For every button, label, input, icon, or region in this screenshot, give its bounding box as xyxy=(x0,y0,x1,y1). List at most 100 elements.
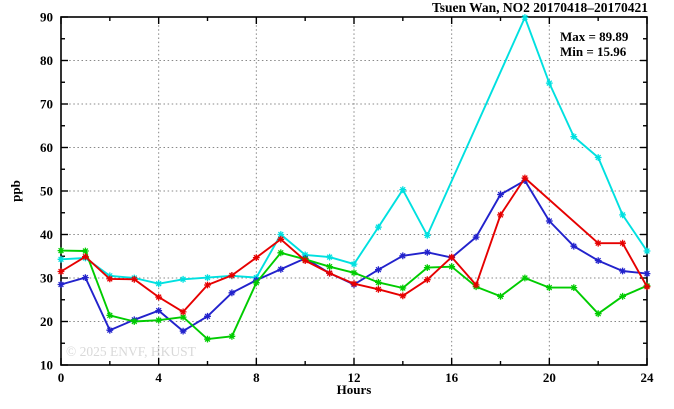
y-tick-label: 80 xyxy=(40,53,53,68)
data-point-marker xyxy=(106,275,114,283)
x-tick-label: 20 xyxy=(543,370,556,385)
x-tick-label: 24 xyxy=(641,370,655,385)
data-point-marker xyxy=(82,247,89,255)
data-point-marker xyxy=(497,191,504,198)
data-point-marker xyxy=(521,14,529,21)
data-point-marker xyxy=(326,253,334,261)
data-point-marker xyxy=(252,279,260,287)
data-point-marker xyxy=(155,307,163,315)
x-tick-label: 8 xyxy=(253,370,260,385)
data-point-marker xyxy=(497,292,504,300)
data-point-marker xyxy=(619,239,626,247)
max-annotation: Max = 89.89 xyxy=(560,29,629,44)
gridlines xyxy=(61,17,647,365)
data-point-marker xyxy=(643,270,651,278)
data-point-marker xyxy=(594,310,602,318)
data-point-marker xyxy=(228,332,236,340)
y-tick-label: 90 xyxy=(40,10,53,25)
data-point-marker xyxy=(350,260,358,268)
data-point-marker xyxy=(545,79,553,87)
data-point-marker xyxy=(228,271,236,279)
data-point-marker xyxy=(399,252,407,260)
data-point-marker xyxy=(277,265,285,273)
data-point-marker xyxy=(472,233,480,241)
data-point-marker xyxy=(619,211,626,219)
data-point-marker xyxy=(545,217,553,225)
data-point-marker xyxy=(570,133,578,141)
data-point-marker xyxy=(497,211,504,219)
y-tick-label: 10 xyxy=(40,358,53,373)
data-point-marker xyxy=(82,274,89,282)
x-tick-label: 0 xyxy=(58,370,65,385)
data-point-marker xyxy=(521,174,529,182)
data-point-marker xyxy=(399,292,407,300)
y-tick-label: 30 xyxy=(40,271,53,286)
series-cyan-line xyxy=(60,16,648,285)
data-point-marker xyxy=(643,247,651,255)
data-point-marker xyxy=(374,266,382,274)
data-point-marker xyxy=(643,283,651,291)
x-tick-label: 16 xyxy=(445,370,459,385)
data-point-marker xyxy=(106,311,114,319)
data-point-marker xyxy=(57,247,65,255)
y-axis-title: ppb xyxy=(8,180,23,202)
data-point-marker xyxy=(179,308,187,316)
data-point-marker xyxy=(301,257,309,265)
data-point-marker xyxy=(594,239,602,247)
series-red xyxy=(57,174,651,316)
data-point-marker xyxy=(326,269,334,277)
y-tick-label: 70 xyxy=(40,97,53,112)
data-point-marker xyxy=(423,248,431,256)
data-point-marker xyxy=(594,154,602,161)
data-point-marker xyxy=(570,242,578,250)
data-point-marker xyxy=(350,280,358,288)
data-point-marker xyxy=(155,316,163,324)
data-point-marker xyxy=(130,318,138,325)
data-point-marker xyxy=(521,274,529,282)
data-point-marker xyxy=(57,281,65,288)
data-point-marker xyxy=(57,268,65,275)
data-point-marker xyxy=(472,281,480,289)
min-annotation: Min = 15.96 xyxy=(560,44,627,59)
data-point-marker xyxy=(179,275,187,283)
data-point-marker xyxy=(204,274,211,282)
data-point-marker xyxy=(619,267,626,275)
data-point-marker xyxy=(277,231,285,238)
y-tick-label: 20 xyxy=(40,314,53,329)
data-point-marker xyxy=(82,253,89,261)
data-point-marker xyxy=(423,264,431,272)
data-point-marker xyxy=(545,284,553,292)
data-point-marker xyxy=(350,269,358,277)
data-point-marker xyxy=(423,231,431,239)
data-point-marker xyxy=(155,280,163,288)
data-point-marker xyxy=(448,253,456,261)
data-point-marker xyxy=(374,223,382,231)
y-tick-label: 40 xyxy=(40,227,53,242)
data-point-marker xyxy=(179,313,187,321)
data-point-marker xyxy=(374,278,382,286)
y-tick-label: 50 xyxy=(40,184,53,199)
data-point-marker xyxy=(130,275,138,283)
data-point-marker xyxy=(106,326,114,334)
data-point-marker xyxy=(399,186,407,194)
plot-border xyxy=(60,16,648,366)
data-point-marker xyxy=(326,263,334,271)
data-point-marker xyxy=(204,312,211,320)
data-point-marker xyxy=(204,335,211,343)
y-tick-label: 60 xyxy=(40,140,53,155)
data-point-marker xyxy=(204,281,211,289)
data-point-marker xyxy=(423,276,431,284)
tick-labels: 0 4 8 12 16 20 24 10 20 30 40 50 60 70 80 90 xyxy=(40,10,654,386)
data-point-marker xyxy=(155,293,163,301)
data-point-marker xyxy=(252,254,260,262)
data-point-marker xyxy=(179,327,187,335)
data-point-marker xyxy=(448,263,456,271)
data-point-marker xyxy=(594,257,602,265)
data-point-marker xyxy=(301,251,309,259)
data-point-marker xyxy=(570,284,578,292)
x-tick-label: 4 xyxy=(155,370,162,385)
chart-title: Tsuen Wan, NO2 20170418–20170421 xyxy=(432,0,648,15)
